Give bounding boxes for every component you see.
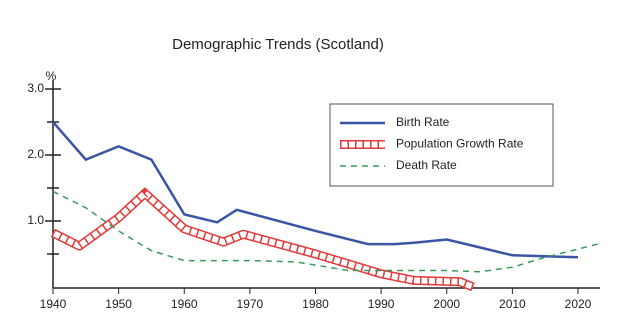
x-tick-label: 1960: [171, 297, 198, 311]
x-tick-label: 1980: [302, 297, 329, 311]
line-inner: [51, 190, 475, 290]
line-series: [52, 190, 598, 273]
legend-label: Population Growth Rate: [396, 137, 524, 151]
legend-label: Birth Rate: [396, 115, 450, 129]
chart-title: Demographic Trends (Scotland): [172, 36, 384, 53]
line-series: [50, 187, 475, 292]
x-tick-label: 2000: [433, 297, 460, 311]
x-tick-label: 1950: [105, 297, 132, 311]
x-tick-label: 2010: [499, 297, 526, 311]
x-tick-label: 2020: [565, 297, 592, 311]
y-axis-label: %: [46, 69, 57, 83]
y-tick-label: 2.0: [27, 147, 44, 161]
x-tick-label: 1990: [368, 297, 395, 311]
x-tick-label: 1940: [40, 297, 67, 311]
legend-label: Death Rate: [396, 158, 457, 172]
y-tick-label: 1.0: [27, 213, 44, 227]
line-series: [52, 121, 579, 259]
x-tick-label: 1970: [237, 297, 264, 311]
y-tick-label: 3.0: [27, 81, 44, 95]
